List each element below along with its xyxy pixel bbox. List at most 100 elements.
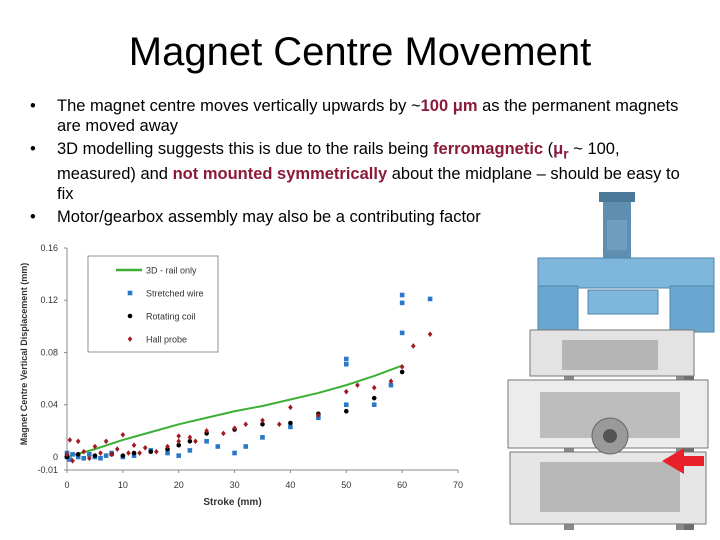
data-point-hall-probe [114, 446, 120, 452]
data-point-hall-probe [260, 417, 265, 424]
data-point-stretched-wire [75, 454, 81, 460]
motor-housing-icon [537, 257, 715, 333]
data-point-rotating-coil [131, 450, 137, 456]
data-point-rotating-coil [120, 453, 126, 458]
x-tick-label: 30 [230, 480, 240, 490]
data-point-hall-probe [371, 384, 377, 391]
data-point-hall-probe [126, 450, 131, 456]
gearbox-icon [599, 192, 635, 262]
data-point-hall-probe [355, 382, 360, 388]
data-point-stretched-wire [187, 448, 193, 453]
y-tick-label: 0 [53, 452, 58, 462]
slide-title: Magnet Centre Movement [128, 30, 592, 74]
data-point-stretched-wire [399, 292, 405, 298]
data-point-stretched-wire [165, 450, 170, 456]
bullet-3-text: Motor/gearbox assembly may also be a con… [57, 208, 481, 227]
legend-swatch-diamond [127, 336, 133, 342]
data-point-stretched-wire [260, 435, 265, 440]
y-axis-label: Magnet Centre Vertical Displacement (mm) [19, 263, 29, 446]
bullet-3: Motor/gearbox assembly may also be a con… [30, 207, 690, 227]
data-point-hall-probe [165, 443, 170, 450]
bullet-1: The magnet centre moves vertically upwar… [30, 96, 690, 136]
data-point-hall-probe [87, 455, 92, 462]
data-point-stretched-wire [343, 402, 349, 408]
data-point-hall-probe [154, 448, 159, 455]
data-point-hall-probe [276, 421, 282, 428]
data-point-rotating-coil [75, 452, 81, 457]
bullet-1-post: as the permanent magnets are moved away [57, 97, 679, 135]
series-line-3d-rail-only [66, 364, 403, 458]
data-point-hall-probe [81, 448, 87, 455]
data-point-hall-probe [232, 425, 237, 432]
data-point-rotating-coil [260, 421, 265, 427]
data-point-rotating-coil [187, 438, 193, 444]
data-point-stretched-wire [399, 300, 405, 306]
data-point-rotating-coil [343, 408, 349, 414]
x-tick-label: 50 [341, 480, 351, 490]
bullet-list: The magnet centre moves vertically upwar… [30, 96, 690, 230]
data-point-hall-probe [120, 431, 126, 438]
legend-swatch-circle [127, 313, 133, 319]
data-point-stretched-wire [103, 453, 109, 458]
data-point-hall-probe [176, 433, 182, 439]
y-tick-label: 0.08 [40, 347, 58, 357]
x-tick-label: 60 [397, 480, 407, 490]
data-point-hall-probe [388, 378, 394, 384]
data-point-rotating-coil [148, 449, 154, 455]
x-tick-label: 40 [285, 480, 295, 490]
bullet-2-pre: 3D modelling suggests this is due to the… [57, 140, 434, 158]
data-point-hall-probe [288, 404, 293, 411]
x-tick-label: 0 [64, 480, 69, 490]
chart-marks [64, 292, 433, 464]
legend-box [87, 255, 219, 353]
bullet-2-bold2: not mounted symmetrically [172, 165, 388, 184]
data-point-stretched-wire [87, 452, 92, 457]
magnet-frame-icon [507, 329, 709, 525]
bullet-2-mu: μ [553, 140, 564, 158]
data-point-stretched-wire [388, 382, 394, 388]
data-point-stretched-wire [343, 356, 349, 362]
chart-axes: -0.01 0 0.04 0.08 0.12 0.16 0 10 20 30 40 50 60 70 Str… [19, 243, 463, 508]
data-point-stretched-wire [98, 455, 103, 461]
data-point-hall-probe [427, 331, 433, 337]
data-point-stretched-wire [81, 455, 87, 461]
data-point-hall-probe [75, 438, 81, 445]
x-tick-label: 70 [453, 480, 463, 490]
data-point-hall-probe [193, 438, 198, 445]
legend-label: 3D - rail only [146, 266, 197, 276]
data-point-stretched-wire [343, 361, 349, 367]
data-point-rotating-coil [176, 442, 182, 448]
legend-swatch-square [127, 290, 133, 296]
data-point-hall-probe [221, 430, 226, 437]
data-point-rotating-coil [399, 369, 405, 375]
data-point-stretched-wire [371, 402, 377, 408]
data-point-hall-probe [70, 458, 75, 464]
x-axis-label: Stroke (mm) [203, 497, 261, 508]
data-point-hall-probe [92, 443, 98, 450]
data-point-stretched-wire [215, 444, 221, 449]
data-point-hall-probe [176, 438, 182, 445]
bullet-2-bold1: ferromagnetic [433, 140, 544, 158]
magnet-assembly-image [507, 192, 715, 530]
data-point-stretched-wire [232, 450, 237, 456]
x-tick-label: 10 [118, 480, 128, 490]
legend-label: Rotating coil [146, 312, 196, 322]
data-point-stretched-wire [131, 453, 137, 458]
data-point-rotating-coil [92, 453, 98, 458]
data-point-hall-probe [187, 434, 193, 441]
data-point-rotating-coil [288, 420, 293, 426]
y-tick-label: 0.04 [40, 400, 58, 410]
legend-label: Stretched wire [146, 289, 204, 299]
x-tick-label: 20 [174, 480, 184, 490]
bullet-2-mid2: ~ 100, measured) and [57, 140, 620, 184]
data-point-stretched-wire [399, 330, 405, 336]
bullet-2-post: about the midplane – should be easy to f… [57, 165, 680, 204]
data-point-hall-probe [64, 451, 70, 458]
data-point-stretched-wire [204, 438, 209, 444]
bullet-2: 3D modelling suggests this is due to the… [30, 139, 690, 204]
data-point-rotating-coil [371, 395, 377, 401]
y-tick-label: 0.16 [40, 243, 58, 253]
data-point-hall-probe [137, 450, 142, 456]
data-point-hall-probe [67, 437, 73, 443]
chart-legend: 3D - rail only Stretched wire Rotating coi… [87, 255, 219, 353]
